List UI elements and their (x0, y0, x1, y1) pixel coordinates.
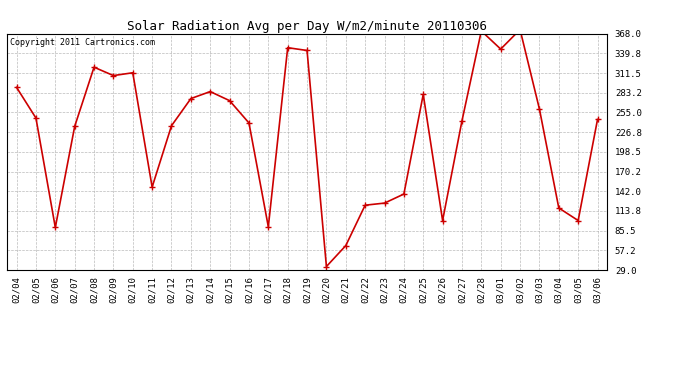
Text: Copyright 2011 Cartronics.com: Copyright 2011 Cartronics.com (10, 39, 155, 48)
Title: Solar Radiation Avg per Day W/m2/minute 20110306: Solar Radiation Avg per Day W/m2/minute … (127, 20, 487, 33)
